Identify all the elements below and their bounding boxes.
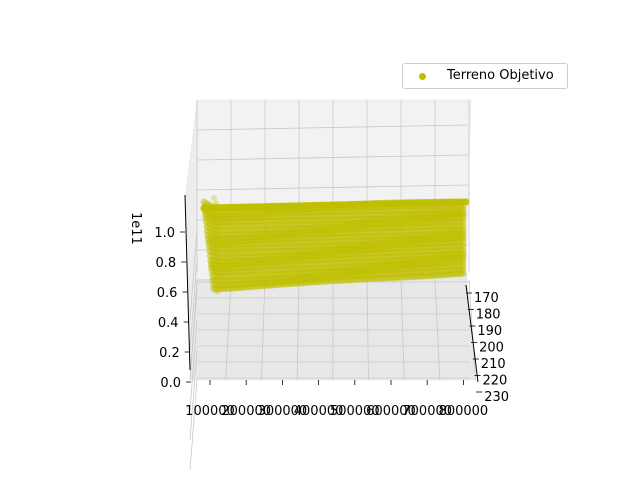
legend: Terreno Objetivo	[402, 63, 568, 89]
grid-line	[196, 154, 469, 161]
z-tick-label: 0.4	[158, 316, 179, 331]
z-offset-label: 1e11	[128, 212, 143, 245]
grid-line	[189, 289, 198, 381]
data-point	[211, 261, 217, 267]
grid-line	[189, 379, 198, 471]
x-tick-label: 100000	[185, 404, 235, 419]
data-point	[215, 239, 221, 245]
data-point	[215, 255, 221, 262]
x-tick-label: 700000	[402, 404, 452, 419]
y-tick-label: 220	[483, 374, 508, 389]
data-point	[213, 233, 219, 240]
x-tick-label: 600000	[366, 404, 416, 419]
grid-line	[189, 229, 198, 321]
y-tick-label: 190	[477, 324, 502, 339]
data-point	[211, 244, 217, 251]
z-tick-label: 0.6	[157, 286, 178, 301]
y-axis-line	[465, 284, 479, 383]
data-point	[213, 217, 219, 223]
data-point	[211, 195, 217, 201]
y-tick-label: 200	[479, 341, 504, 356]
legend-marker	[419, 73, 426, 80]
grid-line	[189, 319, 198, 411]
x-tick-label: 300000	[258, 404, 308, 419]
axes	[184, 194, 479, 383]
y-tick-label: 210	[481, 357, 506, 372]
data-point	[211, 228, 217, 234]
y-tick-label: 230	[484, 390, 509, 405]
z-tick-labels: 0.0 0.2 0.4 0.6 0.8 1.0	[154, 226, 191, 391]
grid-line	[196, 124, 469, 131]
data-point	[213, 283, 219, 289]
z-axis-line	[184, 194, 191, 371]
y-tick-label: 180	[476, 308, 501, 323]
data-point	[215, 272, 221, 278]
z-tick-label: 0.8	[156, 256, 177, 271]
x-tick-label: 800000	[439, 404, 489, 419]
x-tick-label: 400000	[294, 404, 344, 419]
data-point	[462, 198, 470, 206]
legend-label: Terreno Objetivo	[447, 68, 554, 83]
x-tick-label: 200000	[221, 404, 271, 419]
data-point	[213, 266, 219, 273]
data-point	[459, 270, 467, 277]
data-point	[215, 222, 221, 229]
grid-line	[189, 259, 198, 351]
grid-line	[196, 184, 469, 191]
data-point	[211, 277, 217, 284]
grid-line	[468, 279, 476, 381]
x-tick-label: 500000	[330, 404, 380, 419]
data-points	[200, 195, 470, 295]
z-tick-label: 0.0	[160, 376, 181, 391]
data-point	[215, 288, 221, 295]
z-tick-label: 0.2	[159, 346, 180, 361]
x-tick-labels: 1000002000003000004000005000006000007000…	[185, 380, 488, 419]
data-point	[213, 250, 219, 256]
z-tick-label: 1.0	[154, 226, 175, 241]
data-point	[211, 211, 217, 218]
y-tick-label: 170	[474, 291, 499, 306]
grid-line	[189, 349, 198, 441]
